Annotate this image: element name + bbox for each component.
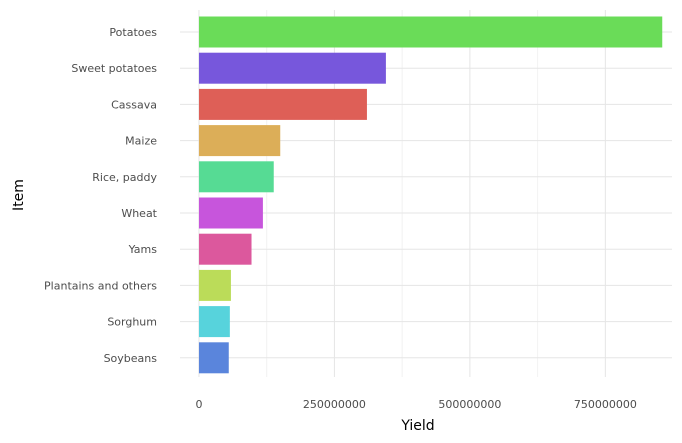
y-tick-labels: Potatoes Sweet potatoes Cassava Maize Rice, … — [44, 26, 158, 365]
bar — [198, 233, 252, 265]
x-tick-label: 750000000 — [574, 398, 637, 411]
y-tick-label: Sweet potatoes — [71, 62, 157, 75]
bar — [198, 125, 281, 157]
x-tick-labels: 0 250000000 500000000 750000000 — [195, 398, 636, 411]
bar — [198, 16, 663, 48]
y-tick-label: Wheat — [121, 207, 157, 220]
x-axis-title: Yield — [400, 418, 434, 434]
y-tick-label: Yams — [128, 243, 158, 256]
bar — [198, 197, 263, 229]
bar — [198, 342, 229, 374]
y-tick-label: Plantains and others — [44, 279, 157, 292]
y-axis-title: Item — [11, 179, 27, 211]
y-tick-label: Soybeans — [104, 352, 158, 365]
x-tick-label: 0 — [195, 398, 202, 411]
y-tick-label: Maize — [125, 135, 157, 148]
y-tick-label: Potatoes — [109, 26, 157, 39]
y-tick-label: Cassava — [111, 98, 157, 111]
bars — [198, 16, 663, 374]
bar — [198, 306, 230, 338]
x-tick-label: 250000000 — [303, 398, 366, 411]
bar — [198, 88, 367, 120]
bar — [198, 161, 274, 193]
y-tick-label: Rice, paddy — [92, 171, 157, 184]
bar — [198, 52, 386, 84]
y-tick-label: Sorghum — [107, 316, 157, 329]
x-tick-label: 500000000 — [438, 398, 501, 411]
bar — [198, 269, 231, 301]
